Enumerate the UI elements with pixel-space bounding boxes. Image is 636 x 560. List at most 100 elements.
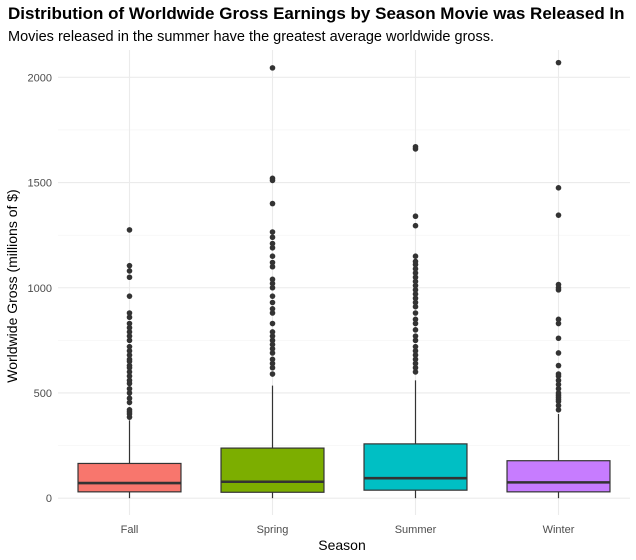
outlier-point bbox=[555, 362, 562, 369]
outlier-point bbox=[412, 213, 419, 220]
outlier-point bbox=[412, 270, 419, 276]
outlier-point bbox=[126, 333, 133, 339]
outlier-point bbox=[412, 333, 419, 339]
outlier-point bbox=[269, 259, 276, 266]
outlier-point bbox=[126, 356, 133, 363]
outlier-point bbox=[269, 329, 276, 335]
outlier-point bbox=[269, 350, 276, 356]
outlier-point bbox=[412, 299, 419, 306]
outlier-point bbox=[269, 299, 276, 306]
outlier-point bbox=[126, 377, 133, 384]
outlier-point bbox=[555, 185, 562, 191]
outlier-point bbox=[126, 314, 133, 321]
box-fall bbox=[77, 462, 182, 493]
outlier-point bbox=[126, 274, 133, 281]
box-summer bbox=[363, 443, 468, 491]
outlier-point bbox=[126, 373, 133, 379]
outlier-point bbox=[269, 175, 276, 182]
outlier-point bbox=[126, 362, 133, 369]
outlier-point bbox=[126, 390, 133, 396]
y-axis-title: Worldwide Gross (millions of $) bbox=[4, 189, 20, 382]
box-layer bbox=[77, 380, 611, 499]
outlier-point bbox=[412, 287, 419, 293]
outlier-point bbox=[269, 360, 276, 367]
outlier-layer bbox=[126, 59, 562, 420]
outlier-point bbox=[269, 65, 276, 71]
outlier-point bbox=[555, 402, 562, 409]
outlier-point bbox=[126, 310, 133, 316]
outlier-point bbox=[269, 371, 276, 377]
outlier-point bbox=[126, 329, 133, 335]
outlier-point bbox=[412, 143, 419, 150]
outlier-point bbox=[126, 352, 133, 358]
outlier-point bbox=[269, 229, 276, 235]
outlier-point bbox=[126, 320, 133, 327]
outlier-point bbox=[412, 274, 419, 281]
x-tick-label: Summer bbox=[395, 524, 437, 536]
outlier-point bbox=[412, 295, 419, 302]
outlier-point bbox=[555, 371, 562, 377]
outlier-point bbox=[126, 343, 133, 350]
outlier-point bbox=[412, 253, 419, 259]
outlier-point bbox=[412, 291, 419, 297]
outlier-point bbox=[555, 406, 562, 413]
outlier-point bbox=[555, 281, 562, 288]
outlier-point bbox=[555, 316, 562, 323]
y-tick-label: 1500 bbox=[28, 178, 52, 190]
outlier-point bbox=[126, 337, 133, 344]
x-axis-title: Season bbox=[318, 537, 365, 553]
y-tick-labels: 0 500 1000 1500 2000 bbox=[28, 72, 52, 505]
outlier-point bbox=[126, 385, 133, 392]
outlier-point bbox=[412, 348, 419, 354]
outlier-point bbox=[412, 364, 419, 371]
outlier-point bbox=[269, 284, 276, 291]
outlier-point bbox=[269, 240, 276, 247]
x-tick-label: Winter bbox=[543, 524, 575, 536]
outlier-point bbox=[269, 345, 276, 352]
outlier-point bbox=[412, 356, 419, 363]
outlier-point bbox=[412, 369, 419, 375]
outlier-point bbox=[555, 212, 562, 218]
grid-lines bbox=[58, 50, 630, 515]
outlier-point bbox=[126, 262, 133, 269]
outlier-point bbox=[555, 377, 562, 384]
outlier-point bbox=[555, 335, 562, 342]
outlier-point bbox=[555, 350, 562, 356]
outlier-point bbox=[412, 352, 419, 358]
outlier-point bbox=[269, 263, 276, 270]
outlier-point bbox=[269, 253, 276, 259]
outlier-point bbox=[269, 310, 276, 316]
outlier-point bbox=[126, 293, 133, 299]
outlier-point bbox=[269, 244, 276, 251]
outlier-point bbox=[126, 369, 133, 375]
outlier-point bbox=[555, 320, 562, 327]
outlier-point bbox=[412, 310, 419, 316]
outlier-point bbox=[269, 200, 276, 207]
outlier-point bbox=[126, 406, 133, 413]
outlier-point bbox=[412, 316, 419, 323]
outlier-point bbox=[269, 341, 276, 348]
x-tick-label: Fall bbox=[121, 524, 139, 536]
outlier-point bbox=[126, 395, 133, 402]
outlier-point bbox=[269, 276, 276, 283]
outlier-point bbox=[126, 399, 133, 406]
box-winter bbox=[506, 460, 611, 493]
outlier-point bbox=[412, 320, 419, 327]
outlier-point bbox=[555, 59, 562, 66]
outlier-point bbox=[269, 234, 276, 241]
outlier-point bbox=[555, 381, 562, 388]
outlier-point bbox=[412, 360, 419, 367]
outlier-point bbox=[412, 282, 419, 289]
outlier-point bbox=[269, 320, 276, 327]
outlier-point bbox=[412, 303, 419, 310]
y-tick-label: 500 bbox=[34, 388, 52, 400]
outlier-point bbox=[412, 266, 419, 272]
outlier-point bbox=[126, 324, 133, 331]
outlier-point bbox=[126, 348, 133, 354]
chart-title: Distribution of Worldwide Gross Earnings… bbox=[8, 4, 625, 23]
outlier-point bbox=[412, 278, 419, 285]
outlier-point bbox=[555, 385, 562, 392]
outlier-point bbox=[269, 337, 276, 344]
outlier-point bbox=[412, 343, 419, 350]
